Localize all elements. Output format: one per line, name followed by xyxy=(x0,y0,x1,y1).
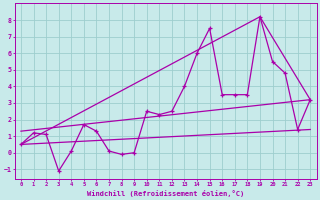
X-axis label: Windchill (Refroidissement éolien,°C): Windchill (Refroidissement éolien,°C) xyxy=(87,190,244,197)
